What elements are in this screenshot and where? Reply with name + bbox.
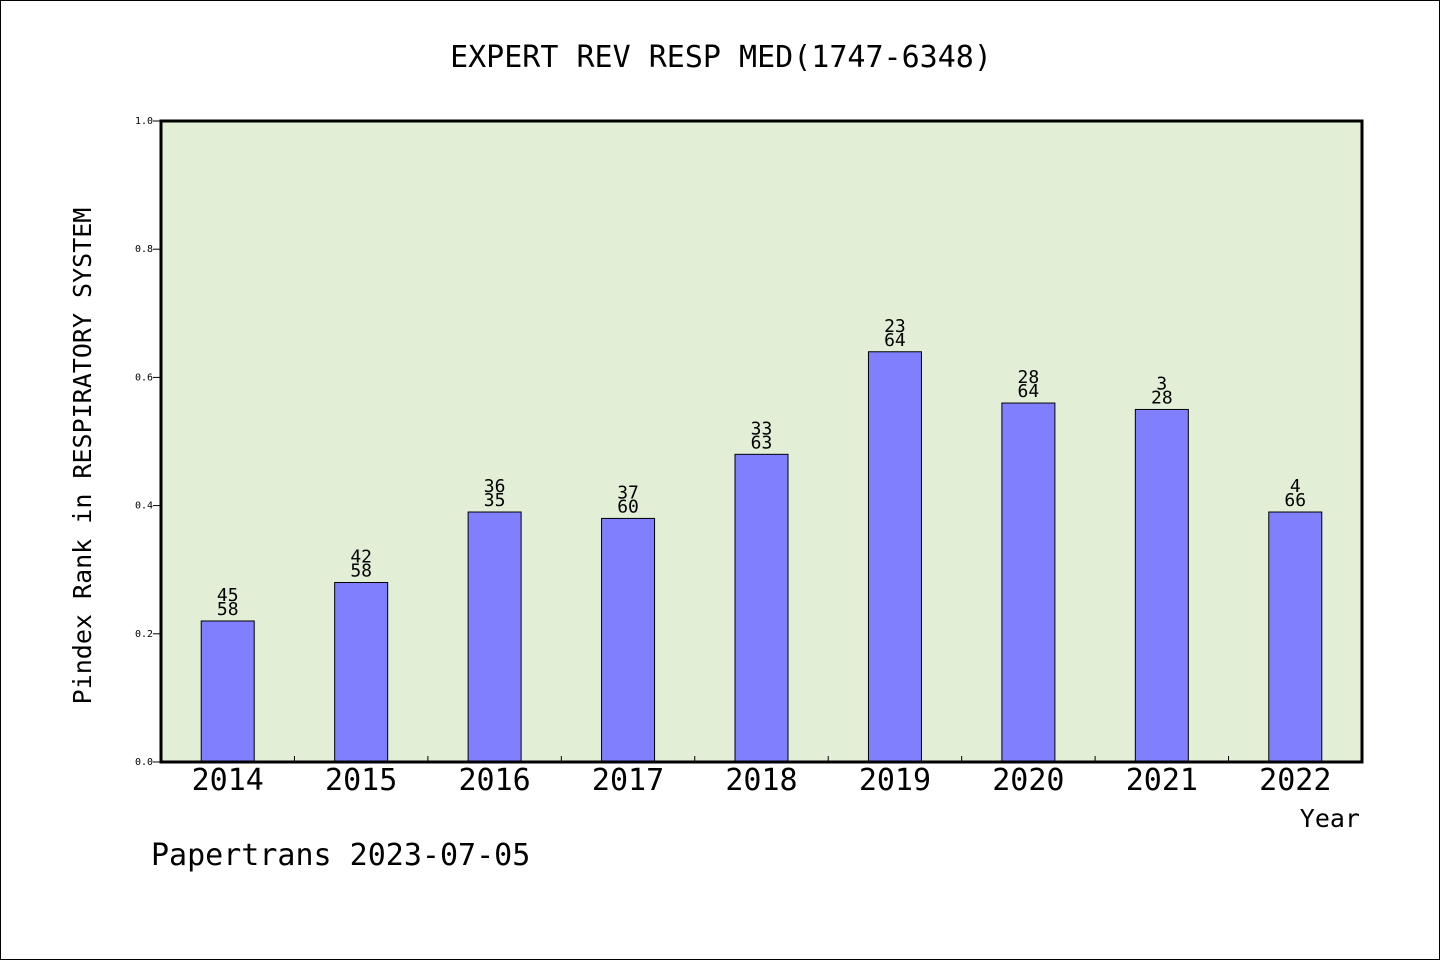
bars: [200, 351, 1323, 763]
bar-label-bottom: 28: [1151, 387, 1173, 408]
y-tick-label: 1.0: [135, 116, 153, 127]
bar-label-bottom: 58: [217, 599, 239, 620]
x-tick-label: 2020: [992, 763, 1064, 798]
x-axis: 2014 2015 2016 2017 2018 2019 2020 2021 2022: [192, 756, 1331, 798]
bar: [334, 582, 389, 763]
x-tick-label: 2022: [1259, 763, 1331, 798]
bar-label-top: 4: [1290, 476, 1301, 497]
x-tick-label: 2021: [1126, 763, 1198, 798]
bar: [734, 453, 789, 763]
bar: [1268, 511, 1323, 763]
bar-label-top: 36: [484, 476, 506, 497]
footer-text: Papertrans 2023-07-05: [151, 838, 530, 873]
bar-label-top: 3: [1156, 373, 1167, 394]
bar: [601, 517, 656, 763]
bar-label-top: 33: [751, 418, 773, 439]
x-tick-label: 2017: [592, 763, 664, 798]
bar-label-bottom: 64: [884, 330, 906, 351]
x-tick-label: 2016: [458, 763, 530, 798]
bar-label-top: 45: [217, 585, 239, 606]
bar-label-bottom: 66: [1284, 490, 1306, 511]
x-tick-label: 2019: [859, 763, 931, 798]
chart-title: EXPERT REV RESP MED(1747-6348): [450, 40, 992, 75]
y-tick-label: 0.2: [135, 629, 153, 640]
y-tick-label: 0.4: [135, 501, 153, 512]
y-axis-label: Pindex Rank in RESPIRATORY SYSTEM: [68, 208, 97, 705]
y-tick-label: 0.8: [135, 244, 153, 255]
bar-label-top: 28: [1018, 367, 1040, 388]
x-axis-label: Year: [1300, 804, 1360, 833]
y-tick-label: 0.6: [135, 372, 153, 383]
x-tick-label: 2014: [192, 763, 264, 798]
bar-label-bottom: 58: [350, 561, 372, 582]
bar-label-bottom: 64: [1018, 381, 1040, 402]
bar-label-top: 23: [884, 316, 906, 337]
bar: [867, 351, 922, 763]
bar: [467, 511, 522, 763]
plot-border: [159, 119, 1364, 764]
x-tick-label: 2015: [325, 763, 397, 798]
bar-label-bottom: 63: [751, 432, 773, 453]
bar-label-top: 42: [350, 547, 372, 568]
x-tick-label: 2018: [725, 763, 797, 798]
bar: [200, 620, 255, 763]
bar-label-bottom: 35: [484, 490, 506, 511]
y-tick-label: 0.0: [135, 757, 153, 768]
bar-label-bottom: 60: [617, 496, 639, 517]
bar: [1134, 408, 1189, 763]
y-axis: 0.0 0.2 0.4 0.6 0.8 1.0: [135, 116, 161, 768]
bar-label-top: 37: [617, 482, 639, 503]
bar: [1001, 402, 1056, 763]
